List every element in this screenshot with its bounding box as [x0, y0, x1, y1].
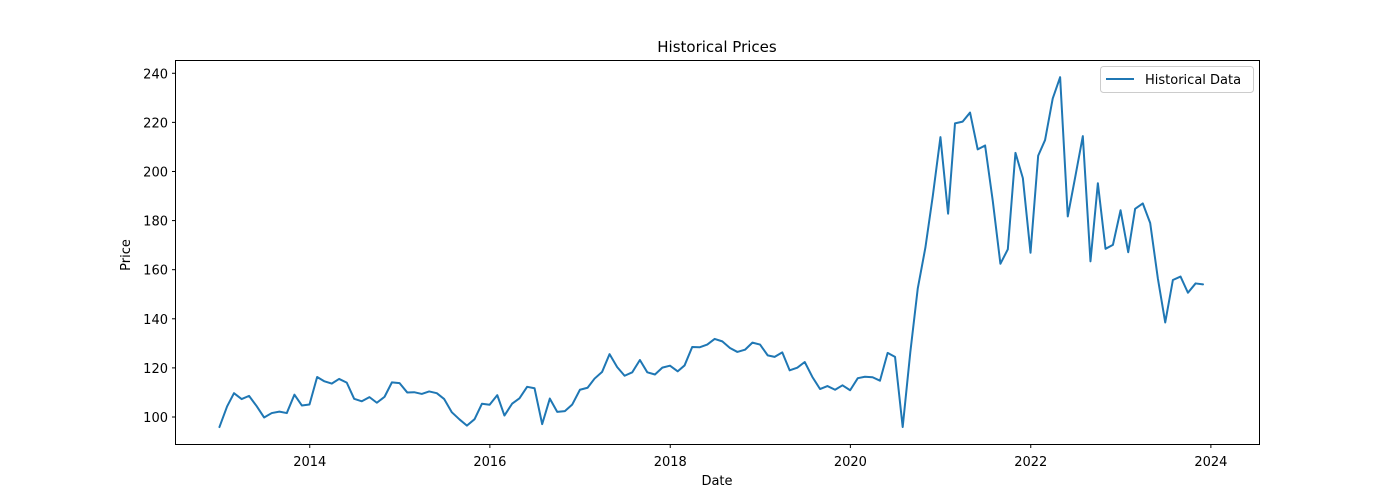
x-tick-label: 2016	[473, 455, 506, 470]
y-tick-label: 100	[143, 411, 168, 426]
y-tick-label: 180	[143, 215, 168, 230]
x-tick-label: 2024	[1194, 455, 1227, 470]
chart-title: Historical Prices	[657, 38, 777, 56]
legend-box	[1100, 66, 1254, 93]
x-tick-label: 2018	[654, 455, 687, 470]
x-axis: 2014 2016 2018 2020 2022 2024	[293, 444, 1227, 470]
plot-frame	[175, 60, 1260, 445]
y-tick-label: 240	[143, 67, 168, 82]
y-tick-label: 160	[143, 264, 168, 279]
y-axis-title: Price	[119, 239, 134, 271]
legend-label: Historical Data	[1145, 73, 1241, 88]
series-line	[218, 76, 1204, 429]
legend: Historical Data	[1100, 66, 1254, 93]
y-tick-label: 140	[143, 313, 168, 328]
y-tick-label: 220	[143, 116, 168, 131]
y-tick-label: 200	[143, 165, 168, 180]
series-layer	[218, 76, 1204, 429]
x-tick-label: 2014	[293, 455, 326, 470]
x-axis-title: Date	[701, 474, 732, 489]
x-tick-label: 2022	[1014, 455, 1047, 470]
x-tick-label: 2020	[834, 455, 867, 470]
plot-area: 2014 2016 2018 2020 2022 2024 100 120 140 160 180…	[143, 60, 1260, 470]
y-axis: 100 120 140 160 180 200 220 240	[143, 67, 176, 426]
y-tick-label: 120	[143, 362, 168, 377]
